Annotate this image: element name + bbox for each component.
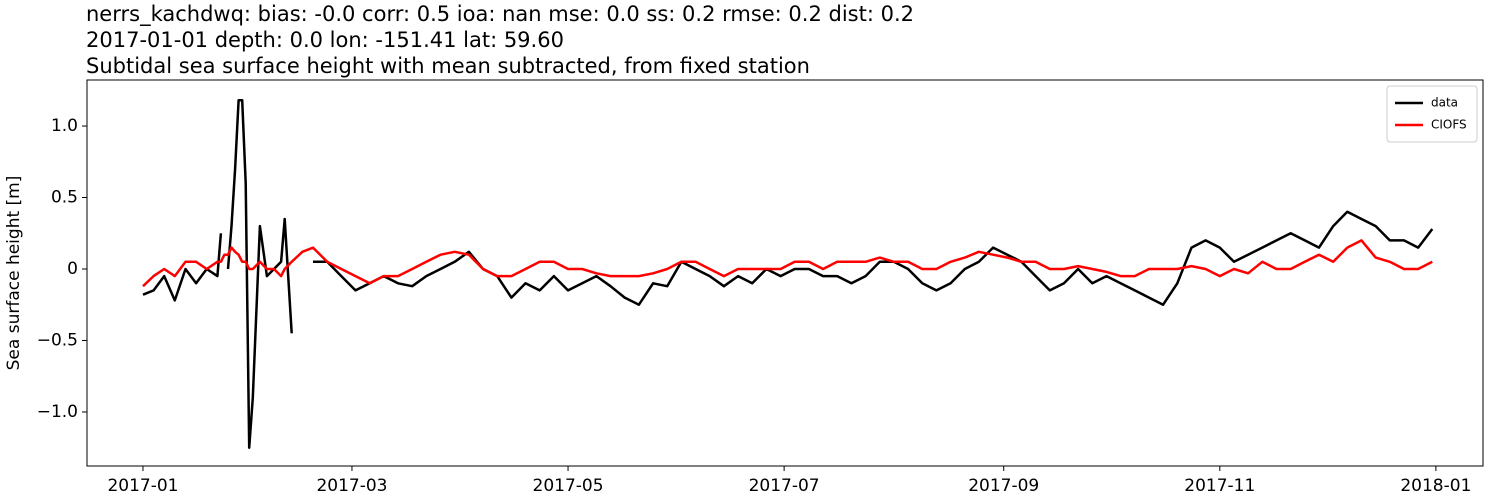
legend-label: data: [1431, 96, 1458, 110]
chart-title: 2017-01-01 depth: 0.0 lon: -151.41 lat: …: [86, 28, 564, 52]
y-tick-label: −1.0: [37, 402, 78, 422]
y-tick-label: 0.5: [51, 188, 78, 208]
plot-frame: [86, 79, 1484, 467]
y-tick-label: 0: [67, 259, 78, 279]
x-tick-label: 2017-11: [1184, 476, 1255, 496]
x-tick-label: 2017-05: [533, 476, 604, 496]
x-tick-label: 2017-01: [107, 476, 178, 496]
y-tick-label: −0.5: [37, 330, 78, 350]
chart-title: nerrs_kachdwq: bias: -0.0 corr: 0.5 ioa:…: [86, 2, 914, 27]
data-line: [142, 239, 1433, 288]
x-tick-label: 2017-07: [749, 476, 820, 496]
legend-box: [1386, 85, 1478, 143]
legend-label: CIOFS: [1431, 118, 1467, 132]
x-tick-label: 2017-09: [968, 476, 1039, 496]
chart-title: Subtidal sea surface height with mean su…: [86, 54, 810, 78]
x-tick-label: 2017-03: [316, 476, 387, 496]
y-tick-label: 1.0: [51, 116, 78, 136]
x-tick-label: 2018-01: [1400, 476, 1471, 496]
data-line: [142, 99, 1434, 449]
y-axis-label: Sea surface height [m]: [4, 176, 24, 371]
